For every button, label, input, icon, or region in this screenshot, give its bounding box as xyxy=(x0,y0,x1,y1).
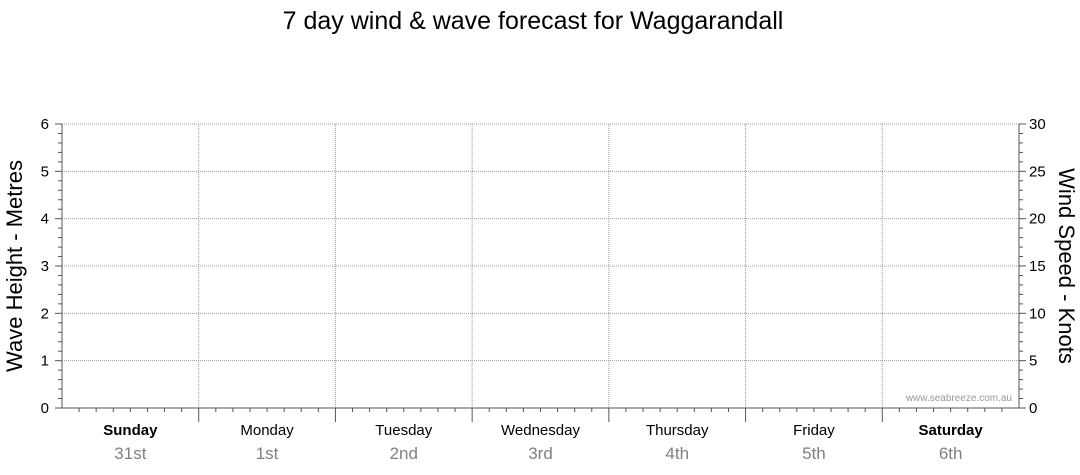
day-name-label: Friday xyxy=(793,422,835,439)
left-tick-label: 1 xyxy=(41,353,49,370)
left-tick-label: 2 xyxy=(41,305,49,322)
right-tick-label: 5 xyxy=(1029,353,1037,370)
day-name-label: Tuesday xyxy=(375,422,432,439)
day-name-label: Sunday xyxy=(103,422,158,439)
day-date-label: 2nd xyxy=(390,444,418,463)
day-name-label: Monday xyxy=(240,422,294,439)
chart-title: 7 day wind & wave forecast for Waggarand… xyxy=(283,7,784,35)
day-name-label: Thursday xyxy=(646,422,709,439)
day-date-label: 1st xyxy=(256,444,279,463)
left-tick-label: 5 xyxy=(41,163,49,180)
watermark: www.seabreeze.com.au xyxy=(905,393,1012,404)
day-name-label: Saturday xyxy=(919,422,984,439)
right-axis-title: Wind Speed - Knots xyxy=(1054,168,1079,364)
day-labels: Sunday 31st Monday 1st Tuesday 2nd Wednesday 3r… xyxy=(103,422,983,463)
right-tick-label: 0 xyxy=(1029,400,1037,417)
grid-lines xyxy=(62,123,1019,408)
left-axis-title: Wave Height - Metres xyxy=(2,160,27,372)
right-tick-label: 15 xyxy=(1029,258,1046,275)
right-axis-ticks: 0 5 10 15 20 25 30 xyxy=(1019,116,1046,417)
left-tick-label: 6 xyxy=(41,116,49,133)
day-date-label: 3rd xyxy=(528,444,553,463)
right-tick-label: 20 xyxy=(1029,211,1046,228)
axes xyxy=(61,124,1020,422)
right-tick-label: 25 xyxy=(1029,163,1046,180)
right-tick-label: 30 xyxy=(1029,116,1046,133)
right-tick-label: 10 xyxy=(1029,305,1046,322)
left-tick-label: 4 xyxy=(41,211,49,228)
left-axis-ticks: 0 1 2 3 4 5 6 xyxy=(41,116,62,417)
day-date-label: 6th xyxy=(939,444,963,463)
day-name-label: Wednesday xyxy=(501,422,580,439)
day-date-label: 4th xyxy=(665,444,689,463)
day-date-label: 31st xyxy=(114,444,146,463)
left-tick-label: 3 xyxy=(41,258,49,275)
day-date-label: 5th xyxy=(802,444,826,463)
left-tick-label: 0 xyxy=(41,400,49,417)
